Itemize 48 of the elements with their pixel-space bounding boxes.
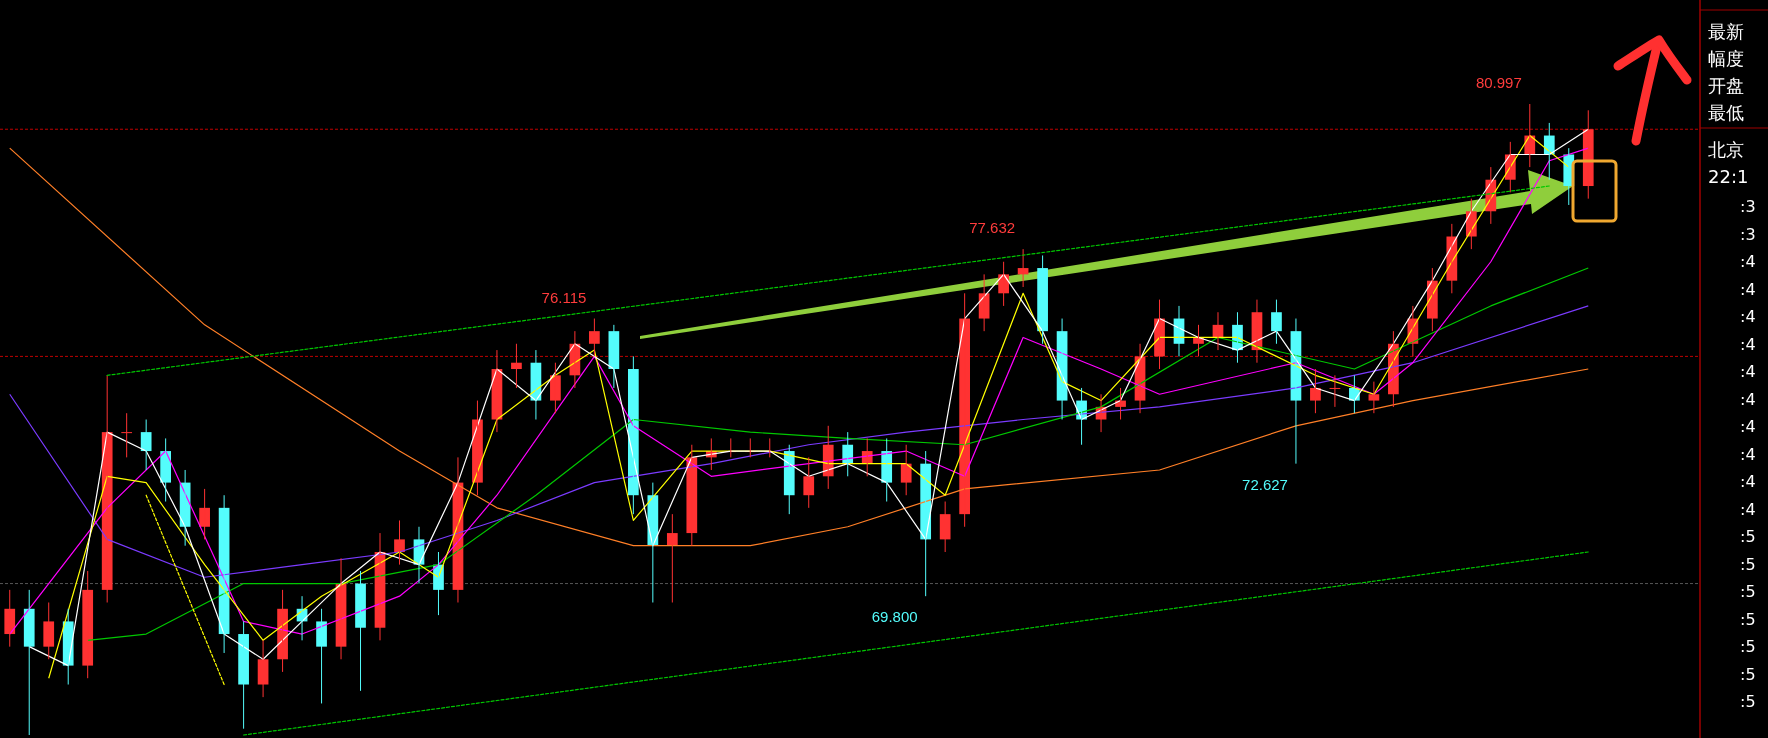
candlestick <box>121 412 133 458</box>
text: 80.997 <box>1475 74 1522 91</box>
text: :5 <box>1740 637 1756 656</box>
candlestick <box>43 601 55 660</box>
text: 最新 <box>1708 21 1744 42</box>
text: :5 <box>1740 609 1756 629</box>
candlestick <box>238 620 249 730</box>
text: :4 <box>1740 279 1756 299</box>
candlestick <box>394 519 405 566</box>
annotation: 77.632 <box>969 219 1016 237</box>
candlestick <box>803 456 815 509</box>
text: :3 <box>1740 224 1756 244</box>
text: :5 <box>1740 582 1756 601</box>
candlestick <box>355 570 366 692</box>
annotation: 69.800 <box>871 608 918 626</box>
text: :3 <box>1740 197 1756 216</box>
text: :4 <box>1740 334 1756 354</box>
text: :4 <box>1740 444 1756 464</box>
text: 22:1 <box>1708 166 1749 187</box>
candlestick <box>1310 368 1321 414</box>
text: :5 <box>1740 664 1756 684</box>
text: 最低 <box>1708 102 1744 123</box>
candlestick <box>316 608 327 704</box>
text: :4 <box>1740 389 1756 409</box>
text: :4 <box>1740 472 1756 491</box>
text: :4 <box>1740 362 1756 381</box>
text: :5 <box>1740 527 1756 546</box>
candlestick <box>199 488 210 540</box>
annotation: 72.627 <box>1242 475 1288 493</box>
annotation: 76.115 <box>541 288 587 306</box>
text: :5 <box>1740 692 1756 711</box>
candlestick <box>550 362 561 414</box>
candlestick <box>939 501 951 553</box>
text: :4 <box>1740 417 1756 436</box>
candlestick <box>1037 254 1048 345</box>
candlestick <box>82 570 94 679</box>
text: :4 <box>1740 499 1756 519</box>
text: 幅度 <box>1708 48 1744 69</box>
candlestick <box>1271 299 1282 345</box>
text: :5 <box>1740 554 1756 574</box>
text: 北京 <box>1708 139 1744 160</box>
candlestick <box>589 318 600 357</box>
text: :4 <box>1740 252 1756 271</box>
text: 开盘 <box>1708 75 1744 96</box>
text: :4 <box>1740 307 1756 326</box>
candlestick <box>140 419 152 471</box>
candlestick <box>23 589 35 736</box>
candlestick <box>900 444 912 496</box>
